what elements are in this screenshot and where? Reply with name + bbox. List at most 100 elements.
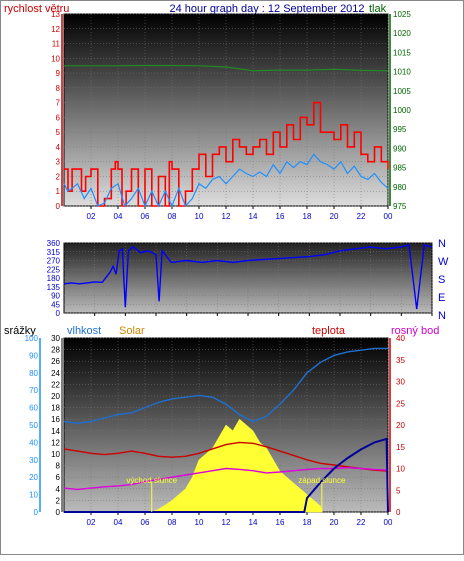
direction-tick-label: 225 bbox=[47, 265, 61, 274]
x-tick-label: 16 bbox=[276, 212, 285, 221]
wind-tick-label: 2 bbox=[56, 172, 61, 181]
x-tick-label: 00 bbox=[384, 212, 393, 221]
compass-label: W bbox=[438, 256, 449, 268]
grid-lines bbox=[64, 13, 433, 513]
x-tick-label: 12 bbox=[222, 518, 231, 527]
humidity-tick-label: 8 bbox=[56, 462, 61, 471]
rain-tick-label: 50 bbox=[29, 421, 38, 430]
pressure-tick-label: 980 bbox=[393, 183, 407, 192]
series bbox=[63, 64, 433, 513]
pressure-tick-label: 1005 bbox=[393, 87, 411, 96]
wind-tick-label: 9 bbox=[56, 69, 61, 78]
wind-tick-label: 10 bbox=[51, 54, 60, 63]
x-tick-label: 22 bbox=[357, 212, 366, 221]
annotations: východ slunce západ slunce bbox=[126, 476, 346, 512]
rain-tick-label: 40 bbox=[29, 438, 38, 447]
rain-tick-label: 30 bbox=[29, 456, 38, 465]
humidity-tick-label: 6 bbox=[56, 473, 61, 482]
wind-tick-label: 1 bbox=[56, 187, 61, 196]
humidity-tick-label: 18 bbox=[51, 404, 60, 413]
direction-tick-label: 90 bbox=[51, 292, 60, 301]
x-tick-label: 22 bbox=[357, 518, 366, 527]
x-tick-label: 14 bbox=[249, 212, 258, 221]
compass-label: S bbox=[438, 274, 445, 286]
x-tick-label: 00 bbox=[384, 518, 393, 527]
pressure-label: tlak bbox=[369, 3, 387, 15]
direction-tick-label: 360 bbox=[47, 239, 61, 248]
chart-title: 24 hour graph day : 12 September 2012 bbox=[169, 3, 364, 15]
humidity-line bbox=[63, 347, 388, 425]
wind-tick-label: 8 bbox=[56, 84, 61, 93]
humidity-label: vlhkost bbox=[67, 325, 101, 337]
pressure-tick-label: 1000 bbox=[393, 106, 411, 115]
rain-tick-label: 100 bbox=[25, 334, 39, 343]
humidity-tick-label: 12 bbox=[51, 438, 60, 447]
x-tick-label: 20 bbox=[330, 518, 339, 527]
sunrise-label: východ slunce bbox=[126, 476, 177, 485]
temperature-line bbox=[63, 441, 389, 472]
pressure-tick-label: 985 bbox=[393, 164, 407, 173]
pressure-line bbox=[64, 64, 389, 72]
temperature-label: teplota bbox=[312, 325, 346, 337]
x-tick-label: 04 bbox=[114, 518, 123, 527]
humidity-tick-label: 14 bbox=[51, 427, 60, 436]
wind-tick-label: 7 bbox=[56, 99, 61, 108]
humidity-tick-label: 20 bbox=[51, 392, 60, 401]
wind-gust-line bbox=[64, 101, 389, 207]
x-tick-label: 18 bbox=[303, 518, 312, 527]
rain-line bbox=[64, 437, 389, 513]
wind-tick-label: 6 bbox=[56, 113, 61, 122]
x-tick-label: 10 bbox=[195, 518, 204, 527]
temperature-tick-label: 0 bbox=[396, 508, 401, 517]
humidity-tick-label: 28 bbox=[51, 346, 60, 355]
humidity-tick-label: 24 bbox=[51, 369, 60, 378]
x-tick-label: 08 bbox=[168, 518, 177, 527]
rain-tick-label: 90 bbox=[29, 351, 38, 360]
wind-average-line bbox=[63, 153, 389, 208]
pressure-tick-label: 1025 bbox=[393, 10, 411, 19]
direction-tick-label: 270 bbox=[47, 257, 61, 266]
x-tick-label: 14 bbox=[249, 518, 258, 527]
x-tick-label: 08 bbox=[168, 212, 177, 221]
x-tick-label: 20 bbox=[330, 212, 339, 221]
x-tick-label: 18 bbox=[303, 212, 312, 221]
temperature-tick-label: 15 bbox=[396, 443, 405, 452]
direction-tick-label: 180 bbox=[47, 274, 61, 283]
pressure-tick-label: 1015 bbox=[393, 48, 411, 57]
pressure-tick-label: 1020 bbox=[393, 29, 411, 38]
wind-tick-label: 0 bbox=[56, 202, 61, 211]
wind-tick-label: 3 bbox=[56, 158, 61, 167]
wind-direction-line bbox=[63, 244, 433, 310]
humidity-tick-label: 22 bbox=[51, 380, 60, 389]
x-tick-label: 04 bbox=[114, 212, 123, 221]
pressure-tick-label: 975 bbox=[393, 202, 407, 211]
x-tick-label: 16 bbox=[276, 518, 285, 527]
x-tick-label: 02 bbox=[87, 212, 96, 221]
rain-tick-label: 0 bbox=[34, 508, 39, 517]
rain-tick-label: 20 bbox=[29, 473, 38, 482]
temperature-tick-label: 30 bbox=[396, 378, 405, 387]
temperature-tick-label: 10 bbox=[396, 465, 405, 474]
solar-label: Solar bbox=[119, 325, 145, 337]
x-tick-label: 02 bbox=[87, 518, 96, 527]
pressure-tick-label: 990 bbox=[393, 144, 407, 153]
temperature-tick-label: 25 bbox=[396, 399, 405, 408]
humidity-tick-label: 10 bbox=[51, 450, 60, 459]
humidity-tick-label: 2 bbox=[56, 496, 61, 505]
rain-tick-label: 60 bbox=[29, 404, 38, 413]
direction-tick-label: 135 bbox=[47, 283, 61, 292]
wind-tick-label: 12 bbox=[51, 25, 60, 34]
sunset-label: západ slunce bbox=[298, 476, 346, 485]
temperature-tick-label: 5 bbox=[396, 486, 401, 495]
direction-tick-label: 45 bbox=[51, 300, 60, 309]
dewpoint-label: rosný bod bbox=[391, 325, 439, 337]
rain-tick-label: 70 bbox=[29, 386, 38, 395]
wind-tick-label: 4 bbox=[56, 143, 61, 152]
compass-label: E bbox=[438, 292, 445, 304]
humidity-tick-label: 4 bbox=[56, 485, 61, 494]
x-tick-label: 06 bbox=[141, 518, 150, 527]
humidity-tick-label: 0 bbox=[56, 508, 61, 517]
